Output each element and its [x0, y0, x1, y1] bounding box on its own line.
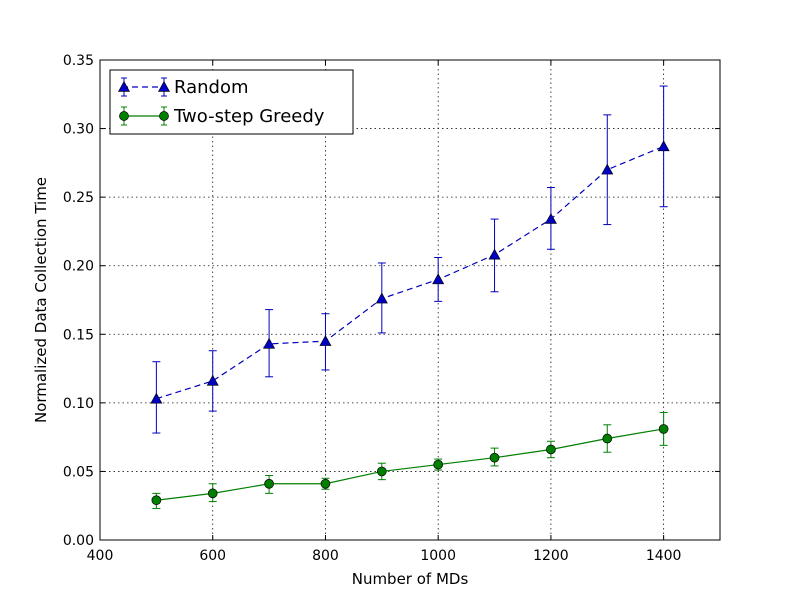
data-point: [151, 495, 162, 506]
series-layer: [150, 85, 670, 509]
y-tick-label: 0.05: [63, 464, 94, 480]
y-tick-label: 0.10: [63, 396, 94, 412]
tick-layer: 400 600 800 1000 1200 1400 0.00 0.05 0.10 0.15 0.2…: [63, 53, 720, 564]
y-tick-label: 0.20: [63, 259, 94, 275]
legend-label: Two-step Greedy: [173, 106, 325, 127]
data-point: [544, 212, 557, 224]
data-point: [601, 163, 614, 175]
data-point: [263, 337, 276, 349]
legend-entry: Random: [117, 77, 249, 98]
data-point: [150, 392, 163, 404]
data-point: [264, 478, 274, 489]
y-axis-label: Normalized Data Collection Time: [32, 177, 50, 423]
x-tick-label: 800: [312, 548, 339, 564]
series-line: [156, 428, 664, 501]
y-tick-label: 0.00: [63, 533, 94, 549]
data-point: [657, 140, 670, 152]
x-tick-label: 1400: [646, 548, 682, 564]
data-point: [489, 452, 500, 463]
x-tick-label: 400: [87, 548, 114, 564]
y-tick-label: 0.15: [63, 327, 94, 343]
data-point: [433, 459, 444, 470]
legend-entry: Two-step Greedy: [119, 106, 325, 127]
legend: Random Two-step Greedy: [109, 69, 354, 135]
legend-marker: [119, 111, 129, 121]
data-point: [376, 466, 387, 477]
series-line: [156, 145, 664, 400]
series-random: [150, 85, 670, 434]
plot-frame: [99, 59, 721, 541]
x-tick-label: 1000: [420, 548, 456, 564]
data-point: [375, 292, 388, 304]
data-point: [602, 433, 613, 444]
legend-marker: [157, 80, 171, 92]
legend-marker: [159, 111, 169, 121]
legend-marker: [117, 80, 131, 92]
x-tick-label: 1200: [533, 548, 569, 564]
data-point: [488, 248, 501, 260]
legend-label: Random: [174, 77, 249, 98]
x-tick-label: 600: [199, 548, 226, 564]
data-point: [319, 335, 332, 346]
x-axis-label: Number of MDs: [352, 570, 469, 588]
y-tick-label: 0.25: [63, 190, 94, 206]
data-point: [206, 374, 219, 386]
y-tick-label: 0.35: [63, 53, 94, 69]
legend-box: [109, 69, 354, 135]
data-point: [320, 478, 331, 489]
series-two-step-greedy: [151, 411, 669, 509]
data-point: [207, 488, 218, 499]
data-point: [432, 273, 445, 285]
data-point: [546, 444, 556, 455]
y-tick-label: 0.30: [63, 122, 94, 138]
data-point: [658, 424, 669, 434]
